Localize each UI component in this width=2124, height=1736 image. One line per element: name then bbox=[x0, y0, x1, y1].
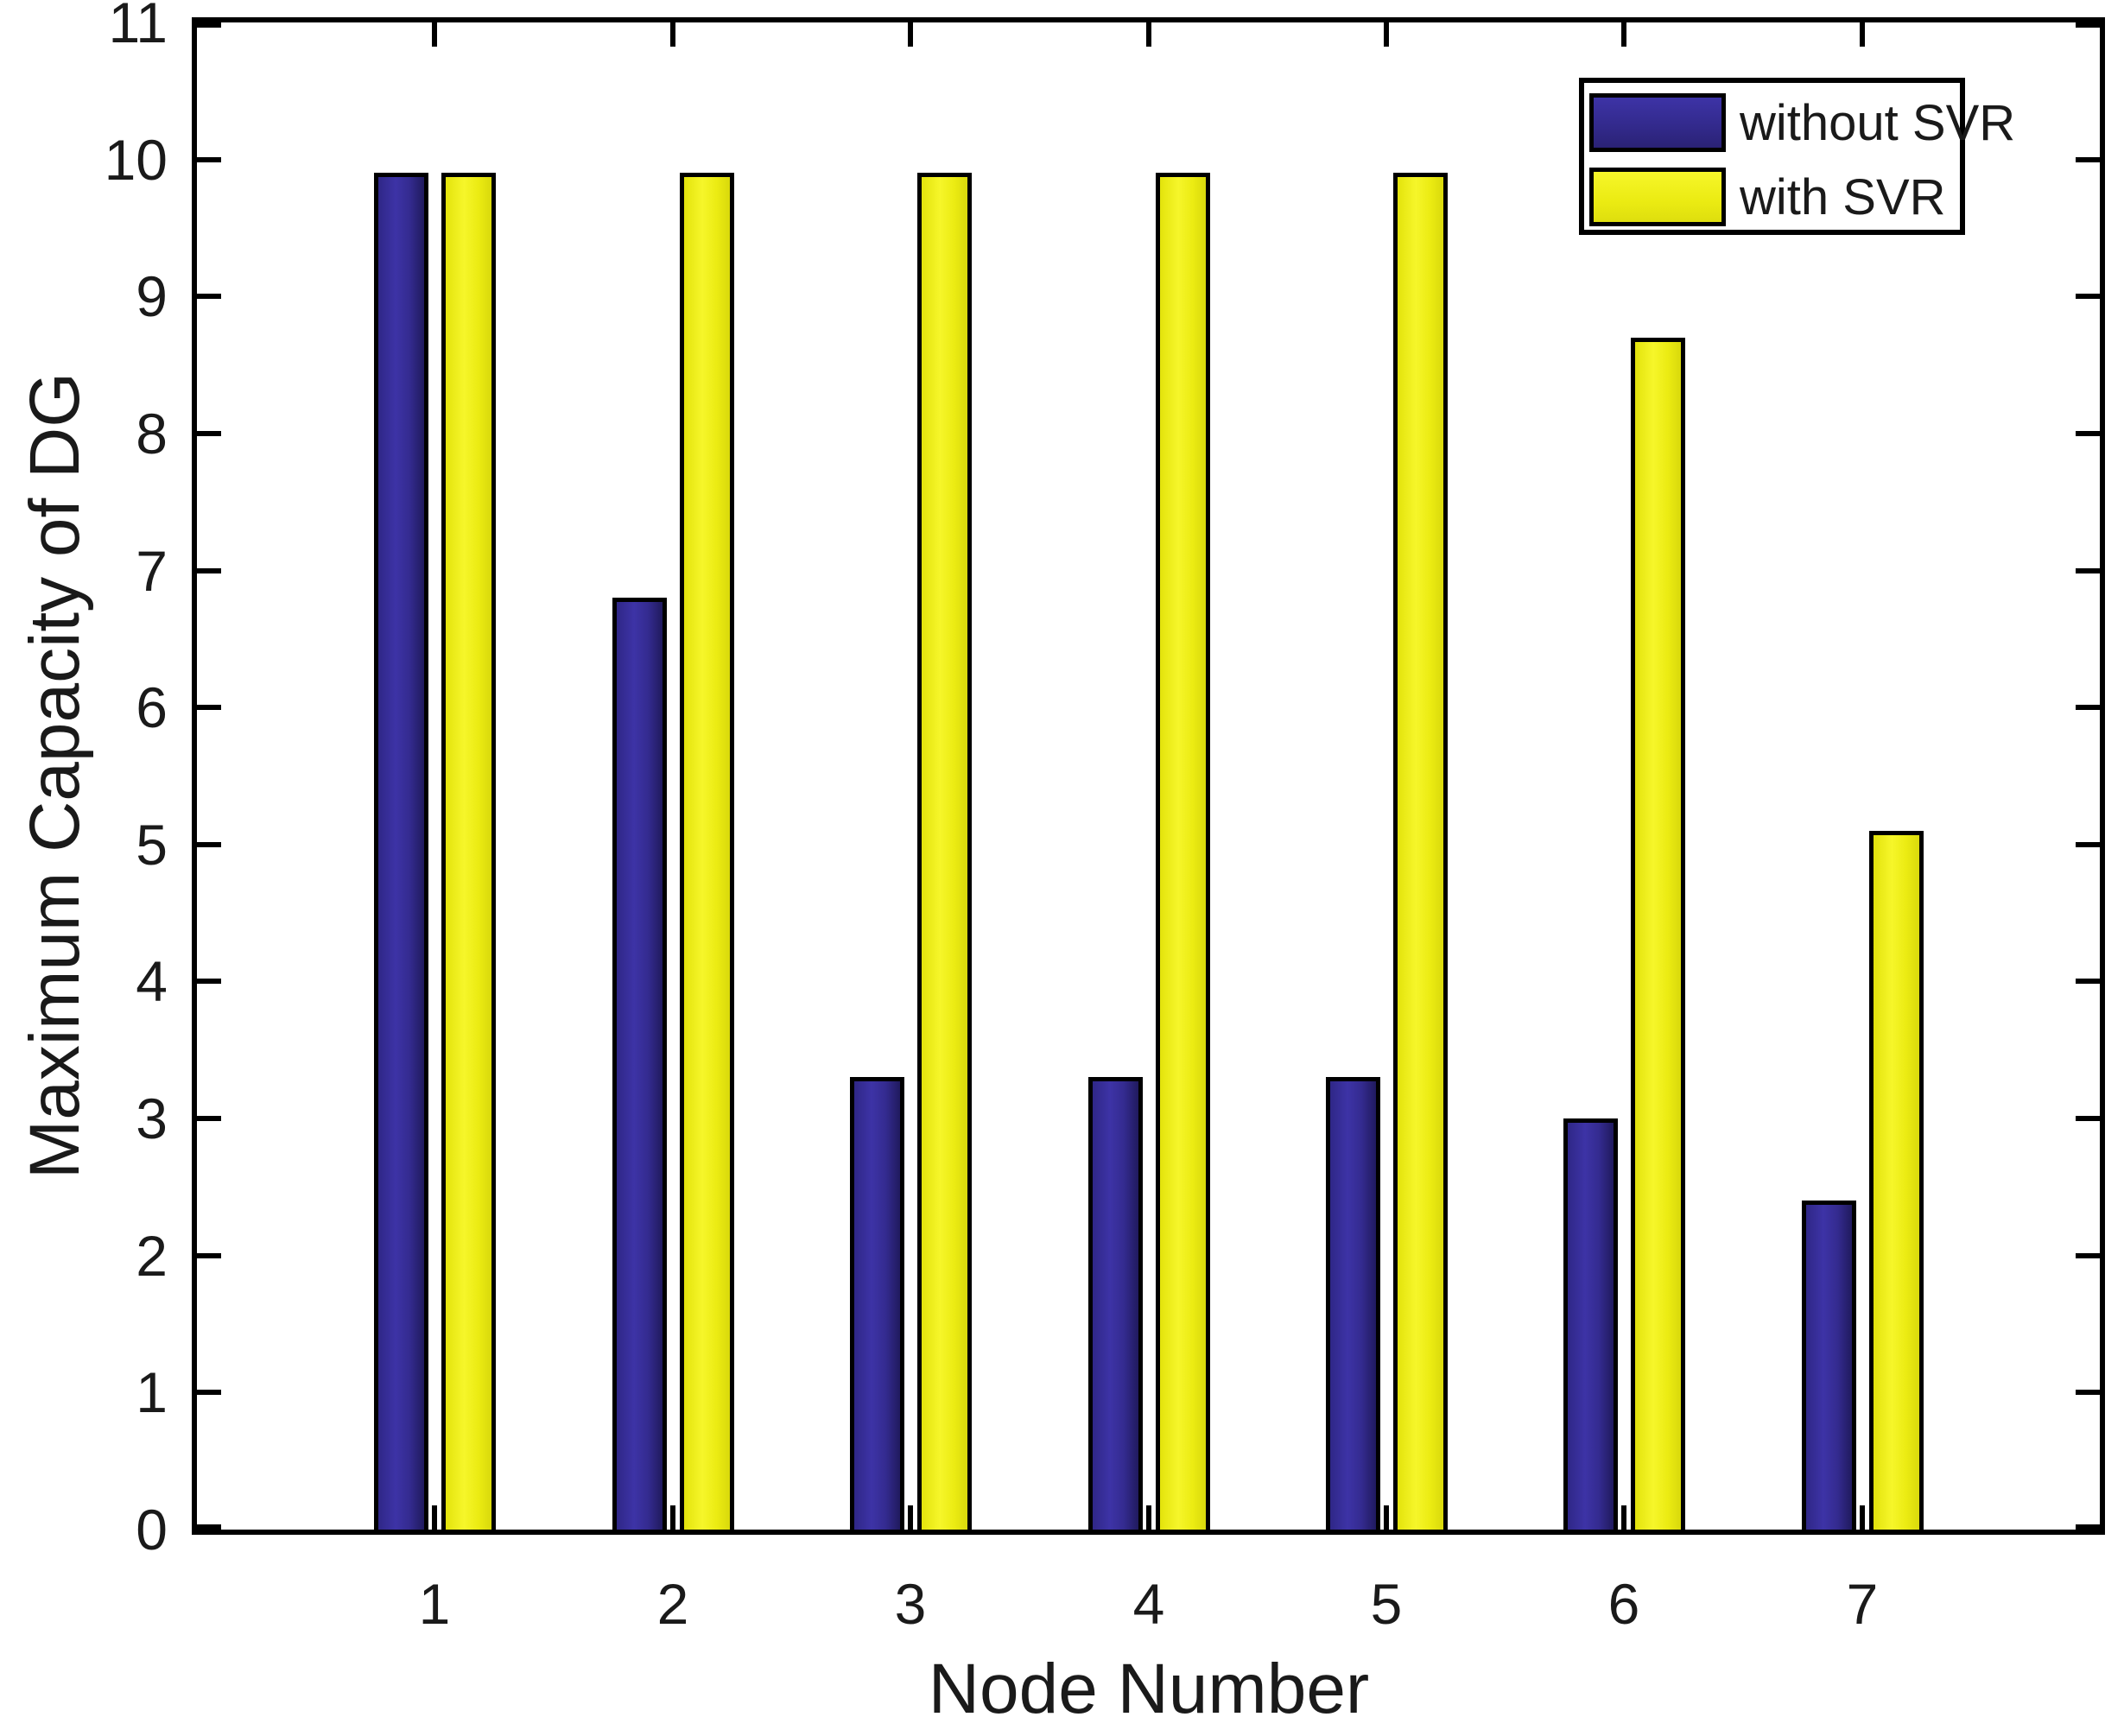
y-tick-label-2: 2 bbox=[136, 1224, 168, 1288]
legend-label-with-svr: with SVR bbox=[1740, 168, 1946, 225]
x-tick-label-4: 4 bbox=[1132, 1572, 1165, 1636]
x-tick-label-1: 1 bbox=[418, 1572, 451, 1636]
x-tick-label-2: 2 bbox=[656, 1572, 689, 1636]
y-tick-right-0 bbox=[2076, 1524, 2100, 1530]
y-tick-right-4 bbox=[2076, 979, 2100, 984]
x-tick-top-7 bbox=[1860, 22, 1865, 47]
x-tick-top-3 bbox=[908, 22, 913, 47]
y-tick-label-5: 5 bbox=[136, 813, 168, 877]
bar-node2-with-svr bbox=[680, 173, 734, 1530]
y-tick-9 bbox=[197, 294, 221, 299]
plot-area bbox=[192, 17, 2105, 1535]
y-tick-right-1 bbox=[2076, 1390, 2100, 1395]
y-tick-0 bbox=[197, 1524, 221, 1530]
legend-swatch-with-svr bbox=[1589, 168, 1726, 226]
x-tick-top-2 bbox=[670, 22, 675, 47]
x-tick-label-6: 6 bbox=[1607, 1572, 1640, 1636]
x-tick-top-1 bbox=[432, 22, 437, 47]
y-tick-right-3 bbox=[2076, 1116, 2100, 1121]
bar-node6-with-svr bbox=[1631, 338, 1685, 1530]
x-tick-top-5 bbox=[1384, 22, 1389, 47]
x-tick-1 bbox=[432, 1505, 437, 1530]
y-tick-label-7: 7 bbox=[136, 539, 168, 603]
y-tick-7 bbox=[197, 568, 221, 573]
y-tick-right-11 bbox=[2076, 22, 2100, 28]
y-tick-label-1: 1 bbox=[136, 1360, 168, 1424]
bar-node2-without-svr bbox=[612, 598, 667, 1530]
y-tick-11 bbox=[197, 22, 221, 28]
y-tick-8 bbox=[197, 431, 221, 436]
y-tick-5 bbox=[197, 842, 221, 847]
y-tick-label-10: 10 bbox=[104, 128, 168, 192]
y-tick-label-3: 3 bbox=[136, 1087, 168, 1150]
x-tick-4 bbox=[1146, 1505, 1151, 1530]
bar-node1-without-svr bbox=[374, 173, 428, 1530]
x-tick-6 bbox=[1621, 1505, 1626, 1530]
x-tick-top-4 bbox=[1146, 22, 1151, 47]
bar-node5-with-svr bbox=[1393, 173, 1448, 1530]
x-axis-label: Node Number bbox=[928, 1650, 1370, 1728]
bar-node5-without-svr bbox=[1326, 1077, 1380, 1530]
y-tick-label-4: 4 bbox=[136, 949, 168, 1013]
bar-node3-without-svr bbox=[850, 1077, 904, 1530]
x-tick-label-7: 7 bbox=[1846, 1572, 1879, 1636]
x-tick-5 bbox=[1384, 1505, 1389, 1530]
bar-node7-without-svr bbox=[1802, 1201, 1856, 1530]
x-tick-top-6 bbox=[1621, 22, 1626, 47]
y-tick-right-8 bbox=[2076, 431, 2100, 436]
bar-node3-with-svr bbox=[917, 173, 972, 1530]
y-axis-label: Maximum Capacity of DG bbox=[16, 371, 94, 1180]
y-tick-label-0: 0 bbox=[136, 1498, 168, 1562]
legend-swatch-without-svr bbox=[1589, 93, 1726, 152]
legend-item-without-svr: without SVR bbox=[1584, 93, 2015, 161]
y-tick-right-6 bbox=[2076, 705, 2100, 710]
legend: without SVR with SVR bbox=[1579, 78, 2015, 235]
y-tick-6 bbox=[197, 705, 221, 710]
y-tick-label-11: 11 bbox=[108, 0, 168, 54]
bar-node7-with-svr bbox=[1869, 831, 1924, 1530]
y-tick-right-2 bbox=[2076, 1253, 2100, 1258]
y-tick-label-6: 6 bbox=[136, 675, 168, 739]
y-tick-right-5 bbox=[2076, 842, 2100, 847]
x-tick-2 bbox=[670, 1505, 675, 1530]
y-tick-right-10 bbox=[2076, 157, 2100, 162]
y-tick-1 bbox=[197, 1390, 221, 1395]
plot-inner bbox=[197, 22, 2100, 1530]
bar-node6-without-svr bbox=[1563, 1118, 1618, 1530]
x-tick-3 bbox=[908, 1505, 913, 1530]
y-tick-label-8: 8 bbox=[136, 402, 168, 466]
y-tick-right-9 bbox=[2076, 294, 2100, 299]
y-tick-label-9: 9 bbox=[136, 264, 168, 328]
y-tick-10 bbox=[197, 157, 221, 162]
y-tick-right-7 bbox=[2076, 568, 2100, 573]
y-tick-2 bbox=[197, 1253, 221, 1258]
x-tick-label-3: 3 bbox=[894, 1572, 927, 1636]
x-tick-label-5: 5 bbox=[1370, 1572, 1403, 1636]
y-tick-3 bbox=[197, 1116, 221, 1121]
y-tick-4 bbox=[197, 979, 221, 984]
x-tick-7 bbox=[1860, 1505, 1865, 1530]
legend-label-without-svr: without SVR bbox=[1740, 94, 2016, 151]
bar-node4-with-svr bbox=[1156, 173, 1210, 1530]
bar-node1-with-svr bbox=[441, 173, 496, 1530]
bar-node4-without-svr bbox=[1088, 1077, 1143, 1530]
legend-item-with-svr: with SVR bbox=[1584, 168, 1960, 235]
